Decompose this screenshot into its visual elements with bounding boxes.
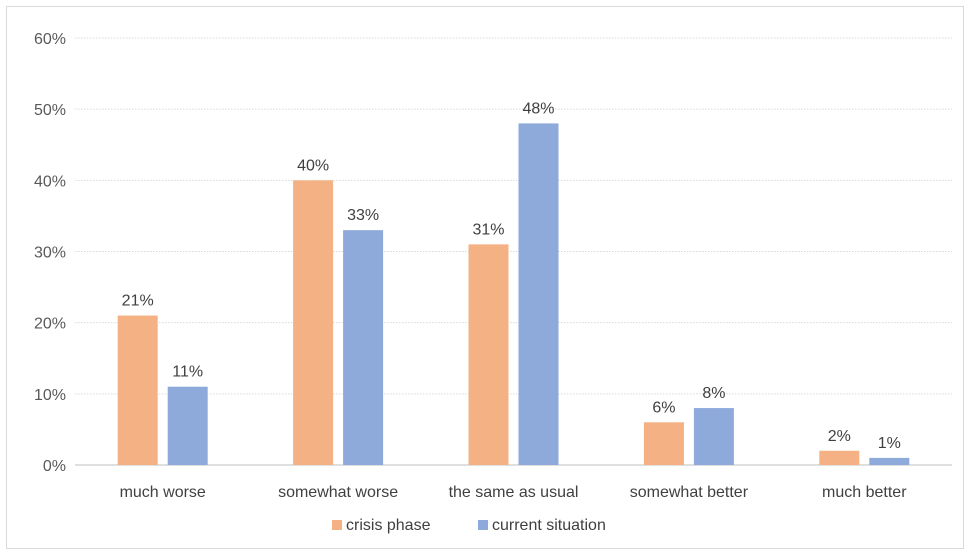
data-label: 31% [472,221,504,238]
bar [117,315,158,465]
data-label: 48% [522,100,554,117]
bar [293,180,334,466]
bar [643,422,684,465]
data-label: 8% [702,385,725,402]
legend-label: crisis phase [346,517,431,534]
y-tick-label: 0% [43,458,66,475]
category-label: somewhat worse [278,484,398,501]
legend-swatch [478,520,488,530]
data-label: 33% [347,207,379,224]
data-label: 6% [652,399,675,416]
category-label: somewhat better [630,484,749,501]
bar [167,386,208,465]
bar [343,230,384,465]
category-label: much worse [120,484,206,501]
bar [869,457,910,465]
data-label: 1% [878,435,901,452]
y-tick-label: 50% [34,102,66,119]
data-label: 40% [297,157,329,174]
data-label: 21% [122,293,154,310]
bar [693,408,734,465]
y-tick-label: 20% [34,316,66,333]
data-label: 2% [828,428,851,445]
y-tick-label: 10% [34,387,66,404]
bar [819,450,860,465]
legend-label: current situation [492,517,606,534]
y-tick-label: 60% [34,31,66,48]
y-tick-label: 40% [34,173,66,190]
category-label: much better [822,484,907,501]
bar [518,123,559,466]
data-label: 11% [172,364,203,381]
bar [468,244,509,465]
y-tick-label: 30% [34,245,66,262]
category-label: the same as usual [449,484,579,501]
legend-swatch [332,520,342,530]
